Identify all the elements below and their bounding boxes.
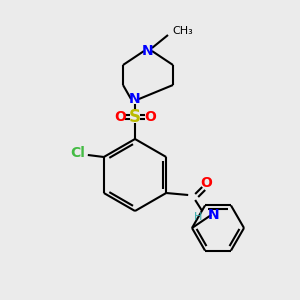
Text: O: O <box>114 110 126 124</box>
Text: O: O <box>144 110 156 124</box>
Text: Cl: Cl <box>70 146 85 160</box>
Text: S: S <box>129 108 141 126</box>
Text: O: O <box>200 176 212 190</box>
Text: N: N <box>142 44 154 58</box>
Text: CH₃: CH₃ <box>172 26 193 36</box>
Text: N: N <box>129 92 141 106</box>
Text: H: H <box>194 212 202 222</box>
Text: N: N <box>208 208 220 222</box>
